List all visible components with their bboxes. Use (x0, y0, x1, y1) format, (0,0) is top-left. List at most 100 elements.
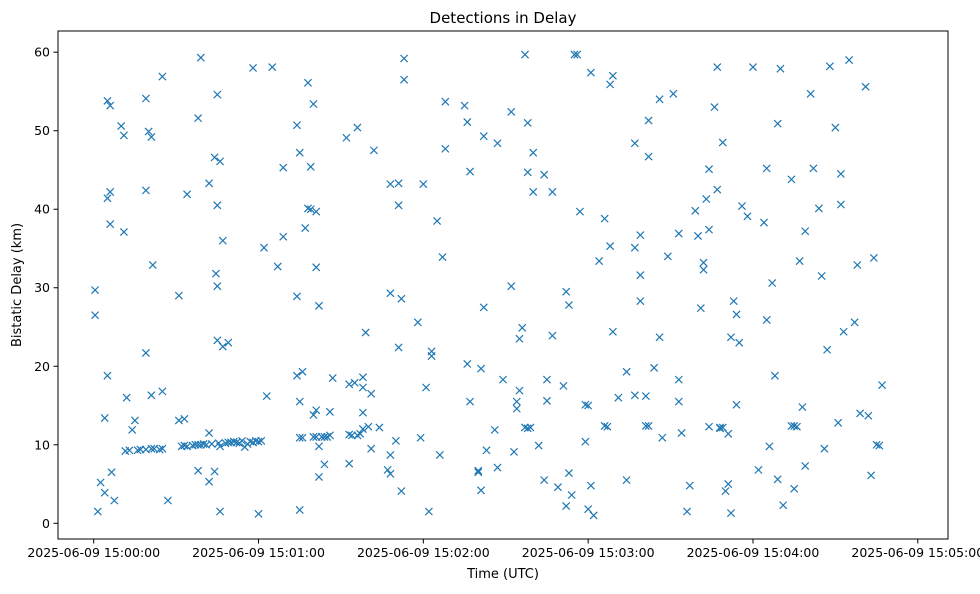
x-tick-label: 2025-06-09 15:05:00 (851, 545, 980, 560)
data-point-marker (298, 433, 307, 442)
data-point-marker (325, 431, 334, 440)
data-point-marker (141, 186, 150, 195)
data-point-marker (603, 422, 612, 431)
data-point-marker (836, 200, 845, 209)
data-point-marker (559, 381, 568, 390)
data-point-marker (787, 175, 796, 184)
data-point-marker (427, 352, 436, 361)
data-point-marker (823, 345, 832, 354)
data-point-marker (768, 279, 777, 288)
data-point-marker (702, 195, 711, 204)
y-tick-label: 20 (34, 359, 50, 374)
data-point-marker (141, 348, 150, 357)
data-point-marker (526, 423, 535, 432)
data-point-marker (367, 444, 376, 453)
data-point-marker (600, 421, 609, 430)
data-point-marker (279, 163, 288, 172)
data-point-marker (856, 409, 865, 418)
y-tick-label: 0 (42, 516, 50, 531)
data-point-marker (721, 487, 730, 496)
data-point-marker (512, 397, 521, 406)
data-point-marker (814, 204, 823, 213)
data-point-marker (199, 439, 208, 449)
data-point-marker (759, 218, 768, 227)
data-point-marker (795, 257, 804, 266)
data-point-marker (100, 488, 109, 497)
data-point-marker (91, 286, 100, 295)
data-point-marker (463, 359, 472, 368)
data-point-marker (358, 408, 367, 417)
data-point-marker (477, 364, 486, 373)
data-point-marker (630, 139, 639, 148)
data-point-marker (809, 164, 818, 173)
data-point-marker (386, 469, 395, 478)
data-point-marker (386, 450, 395, 460)
data-point-marker (309, 432, 318, 441)
data-point-marker (798, 403, 807, 412)
data-point-marker (460, 101, 469, 110)
data-point-marker (636, 231, 645, 240)
data-point-marker (386, 180, 395, 189)
data-point-marker (292, 371, 302, 380)
data-point-marker (205, 428, 214, 438)
data-point-marker (762, 164, 771, 173)
data-point-marker (342, 133, 351, 142)
data-point-marker (724, 480, 733, 489)
data-point-marker (158, 387, 167, 396)
data-point-marker (839, 327, 848, 336)
data-point-marker (836, 169, 845, 178)
data-point-marker (834, 418, 843, 427)
data-point-marker (878, 381, 887, 390)
data-point-marker (586, 481, 595, 490)
data-point-marker (391, 436, 400, 445)
data-point-marker (691, 206, 700, 215)
y-tick-label: 60 (34, 45, 50, 60)
data-point-marker (614, 393, 623, 402)
data-point-marker (303, 78, 312, 87)
data-point-marker (512, 404, 521, 413)
data-point-marker (254, 437, 263, 446)
data-point-marker (463, 118, 472, 127)
data-point-marker (479, 303, 488, 312)
data-point-marker (765, 442, 774, 451)
data-point-marker (762, 315, 771, 324)
data-point-marker (295, 433, 304, 442)
data-point-marker (773, 475, 782, 484)
x-tick-label: 2025-06-09 15:02:00 (357, 545, 490, 560)
data-point-marker (674, 229, 683, 238)
data-point-marker (493, 463, 502, 472)
data-point-marker (320, 432, 329, 441)
data-point-marker (213, 282, 222, 291)
data-point-marker (147, 444, 156, 453)
data-point-marker (249, 63, 258, 72)
data-point-marker (773, 119, 782, 128)
data-point-marker (573, 50, 582, 59)
data-point-marker (306, 162, 315, 171)
data-point-marker (325, 407, 334, 416)
data-point-marker (792, 422, 801, 431)
data-point-marker (704, 225, 714, 234)
data-point-marker (872, 440, 881, 449)
data-point-marker (320, 460, 329, 469)
data-point-marker (509, 447, 519, 456)
data-point-marker (622, 367, 631, 376)
data-point-marker (394, 179, 403, 188)
data-point-marker (548, 331, 557, 340)
data-point-marker (685, 481, 694, 490)
data-point-marker (606, 80, 615, 89)
data-point-marker (303, 204, 312, 213)
data-point-marker (674, 375, 683, 384)
data-point-marker (309, 99, 318, 109)
data-point-marker (216, 442, 225, 451)
data-point-marker (273, 262, 282, 271)
chart-title: Detections in Delay (430, 9, 577, 27)
data-point-marker (257, 436, 266, 445)
data-point-marker (312, 263, 321, 272)
data-point-marker (309, 410, 318, 419)
data-point-marker (295, 397, 304, 406)
data-point-marker (397, 487, 406, 496)
data-point-marker (732, 400, 741, 409)
data-point-marker (466, 397, 475, 406)
data-point-marker (218, 342, 227, 351)
x-tick-label: 2025-06-09 15:04:00 (687, 545, 820, 560)
